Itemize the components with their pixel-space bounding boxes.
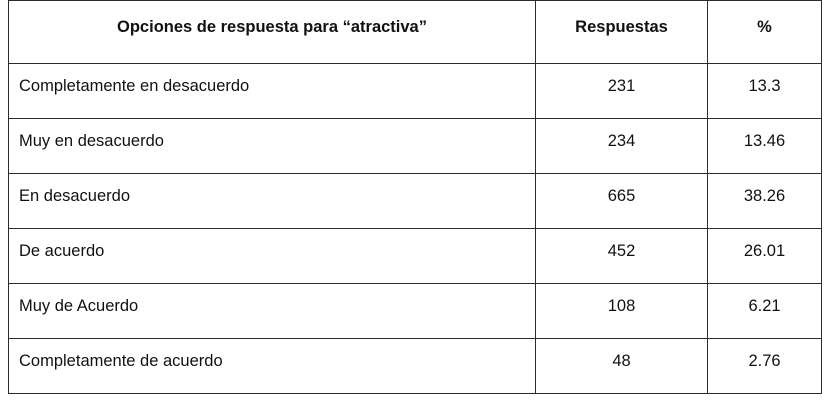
header-responses: Respuestas — [535, 0, 708, 64]
table-row: En desacuerdo 665 38.26 — [8, 173, 822, 229]
header-options: Opciones de respuesta para “atractiva” — [8, 0, 536, 64]
row-responses: 452 — [535, 228, 708, 284]
table-header-row: Opciones de respuesta para “atractiva” R… — [8, 0, 822, 64]
row-responses: 108 — [535, 283, 708, 339]
row-responses: 234 — [535, 118, 708, 174]
row-percent: 38.26 — [707, 173, 822, 229]
table-row: Muy en desacuerdo 234 13.46 — [8, 118, 822, 174]
row-option: Muy en desacuerdo — [8, 118, 536, 174]
row-percent: 6.21 — [707, 283, 822, 339]
table-row: Completamente de acuerdo 48 2.76 — [8, 338, 822, 394]
row-option: De acuerdo — [8, 228, 536, 284]
header-percent: % — [707, 0, 822, 64]
row-option: Completamente en desacuerdo — [8, 63, 536, 119]
row-option: Muy de Acuerdo — [8, 283, 536, 339]
row-option: En desacuerdo — [8, 173, 536, 229]
row-responses: 231 — [535, 63, 708, 119]
table-row: Completamente en desacuerdo 231 13.3 — [8, 63, 822, 119]
row-option: Completamente de acuerdo — [8, 338, 536, 394]
row-percent: 13.46 — [707, 118, 822, 174]
row-percent: 13.3 — [707, 63, 822, 119]
table-row: Muy de Acuerdo 108 6.21 — [8, 283, 822, 339]
row-responses: 665 — [535, 173, 708, 229]
row-percent: 2.76 — [707, 338, 822, 394]
row-responses: 48 — [535, 338, 708, 394]
row-percent: 26.01 — [707, 228, 822, 284]
survey-results-table: Opciones de respuesta para “atractiva” R… — [8, 0, 822, 394]
table-row: De acuerdo 452 26.01 — [8, 228, 822, 284]
